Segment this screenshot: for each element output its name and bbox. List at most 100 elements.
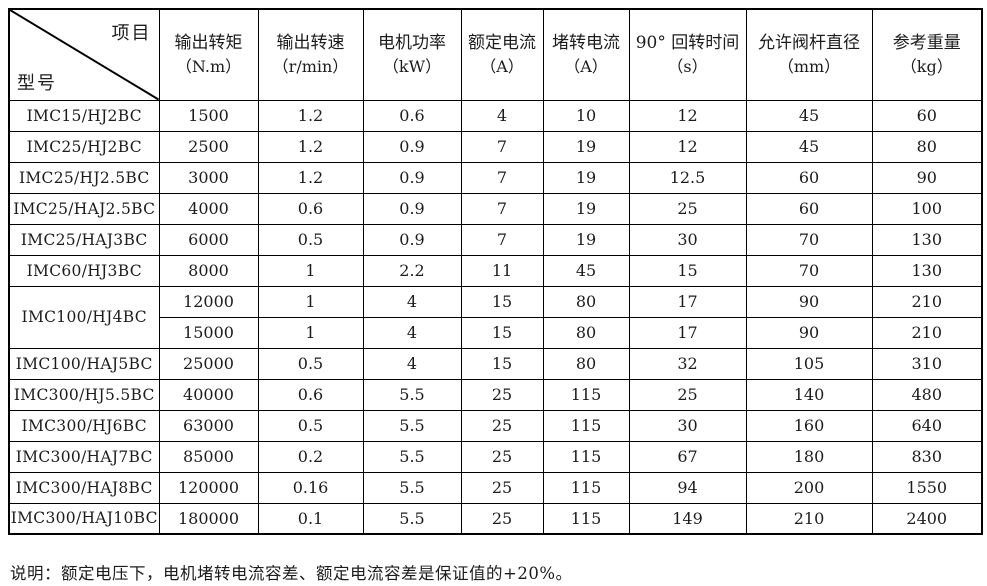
value-cell: 4 xyxy=(362,285,462,318)
value-cell: 115 xyxy=(542,409,630,442)
model-cell: IMC300/HJ5.5BC xyxy=(8,378,160,411)
value-cell: 60 xyxy=(745,161,873,194)
value-cell: 5.5 xyxy=(362,502,462,535)
value-cell: 640 xyxy=(871,409,983,442)
corner-header-cell: 项目 型号 xyxy=(8,8,160,101)
value-cell: 15 xyxy=(460,316,544,349)
table-row: IMC300/HJ5.5BC 40000 0.6 5.5 25 115 25 140 480 xyxy=(8,378,983,411)
value-cell: 25000 xyxy=(158,347,259,380)
column-unit: （r/min） xyxy=(272,57,349,77)
value-cell: 4 xyxy=(362,316,462,349)
model-cell: IMC300/HAJ8BC xyxy=(8,471,160,504)
value-cell: 90 xyxy=(745,316,873,349)
table-row: IMC300/HAJ7BC 85000 0.2 5.5 25 115 67 180 830 xyxy=(8,440,983,473)
model-cell: IMC60/HJ3BC xyxy=(8,254,160,287)
value-cell: 5.5 xyxy=(362,471,462,504)
value-cell: 4 xyxy=(460,99,544,132)
value-cell: 17 xyxy=(628,285,747,318)
column-header: 允许阀杆直径 （mm） xyxy=(745,8,873,101)
value-cell: 15000 xyxy=(158,316,259,349)
value-cell: 15 xyxy=(460,285,544,318)
value-cell: 1550 xyxy=(871,471,983,504)
value-cell: 25 xyxy=(460,440,544,473)
value-cell: 85000 xyxy=(158,440,259,473)
corner-label-model: 型号 xyxy=(17,72,57,94)
value-cell: 25 xyxy=(460,471,544,504)
table-row: IMC300/HJ6BC 63000 0.5 5.5 25 115 30 160 640 xyxy=(8,409,983,442)
value-cell: 0.9 xyxy=(362,192,462,225)
value-cell: 15 xyxy=(460,347,544,380)
value-cell: 0.9 xyxy=(362,161,462,194)
column-header: 电机功率 （kW） xyxy=(362,8,462,101)
column-label: 输出转矩 xyxy=(174,32,243,53)
value-cell: 115 xyxy=(542,502,630,535)
value-cell: 7 xyxy=(460,223,544,256)
column-header: 输出转矩 （N.m） xyxy=(158,8,259,101)
value-cell: 17 xyxy=(628,316,747,349)
model-cell: IMC100/HAJ5BC xyxy=(8,347,160,380)
value-cell: 0.2 xyxy=(257,440,364,473)
value-cell: 130 xyxy=(871,254,983,287)
value-cell: 0.9 xyxy=(362,223,462,256)
value-cell: 7 xyxy=(460,161,544,194)
column-header: 额定电流 （A） xyxy=(460,8,544,101)
value-cell: 25 xyxy=(460,378,544,411)
value-cell: 310 xyxy=(871,347,983,380)
value-cell: 12000 xyxy=(158,285,259,318)
value-cell: 25 xyxy=(460,502,544,535)
value-cell: 19 xyxy=(542,161,630,194)
value-cell: 11 xyxy=(460,254,544,287)
value-cell: 140 xyxy=(745,378,873,411)
value-cell: 5.5 xyxy=(362,440,462,473)
value-cell: 200 xyxy=(745,471,873,504)
value-cell: 8000 xyxy=(158,254,259,287)
value-cell: 100 xyxy=(871,192,983,225)
diagonal-divider xyxy=(10,10,159,100)
value-cell: 19 xyxy=(542,223,630,256)
value-cell: 30 xyxy=(628,223,747,256)
value-cell: 149 xyxy=(628,502,747,535)
value-cell: 7 xyxy=(460,192,544,225)
header-row: 项目 型号 输出转矩 （N.m） 输出转速 （r/min） 电机功率 （kW） 额定电流 （A… xyxy=(8,8,983,101)
value-cell: 115 xyxy=(542,440,630,473)
value-cell: 115 xyxy=(542,378,630,411)
value-cell: 45 xyxy=(745,99,873,132)
column-label: 额定电流 xyxy=(468,32,536,53)
model-cell: IMC25/HJ2BC xyxy=(8,130,160,163)
value-cell: 12 xyxy=(628,99,747,132)
column-label: 电机功率 xyxy=(378,32,446,53)
actuator-spec-table: 项目 型号 输出转矩 （N.m） 输出转速 （r/min） 电机功率 （kW） 额定电流 （A… xyxy=(8,8,983,535)
value-cell: 160 xyxy=(745,409,873,442)
column-header: 参考重量 （kg） xyxy=(871,8,983,101)
table-row: IMC300/HAJ10BC 180000 0.1 5.5 25 115 149 210 240… xyxy=(8,502,983,535)
column-header: 90° 回转时间 （s） xyxy=(628,8,747,101)
value-cell: 1 xyxy=(257,254,364,287)
value-cell: 25 xyxy=(628,192,747,225)
value-cell: 5.5 xyxy=(362,378,462,411)
value-cell: 40000 xyxy=(158,378,259,411)
table-row: IMC15/HJ2BC 1500 1.2 0.6 4 10 12 45 60 xyxy=(8,99,983,132)
column-label: 堵转电流 xyxy=(552,32,620,53)
value-cell: 180 xyxy=(745,440,873,473)
column-label: 允许阀杆直径 xyxy=(758,32,860,53)
value-cell: 4 xyxy=(362,347,462,380)
value-cell: 1 xyxy=(257,285,364,318)
value-cell: 19 xyxy=(542,192,630,225)
value-cell: 94 xyxy=(628,471,747,504)
value-cell: 80 xyxy=(542,316,630,349)
table-row: IMC60/HJ3BC 8000 1 2.2 11 45 15 70 130 xyxy=(8,254,983,287)
value-cell: 4000 xyxy=(158,192,259,225)
column-unit: （N.m） xyxy=(175,57,242,77)
value-cell: 1.2 xyxy=(257,161,364,194)
value-cell: 2500 xyxy=(158,130,259,163)
value-cell: 0.5 xyxy=(257,409,364,442)
value-cell: 0.5 xyxy=(257,347,364,380)
value-cell: 12 xyxy=(628,130,747,163)
table-row: IMC300/HAJ8BC 120000 0.16 5.5 25 115 94 200 1550 xyxy=(8,471,983,504)
table-row: IMC25/HJ2.5BC 3000 1.2 0.9 7 19 12.5 60 90 xyxy=(8,161,983,194)
model-cell: IMC300/HAJ7BC xyxy=(8,440,160,473)
model-cell: IMC25/HAJ2.5BC xyxy=(8,192,160,225)
value-cell: 70 xyxy=(745,223,873,256)
value-cell: 0.16 xyxy=(257,471,364,504)
value-cell: 0.6 xyxy=(257,192,364,225)
